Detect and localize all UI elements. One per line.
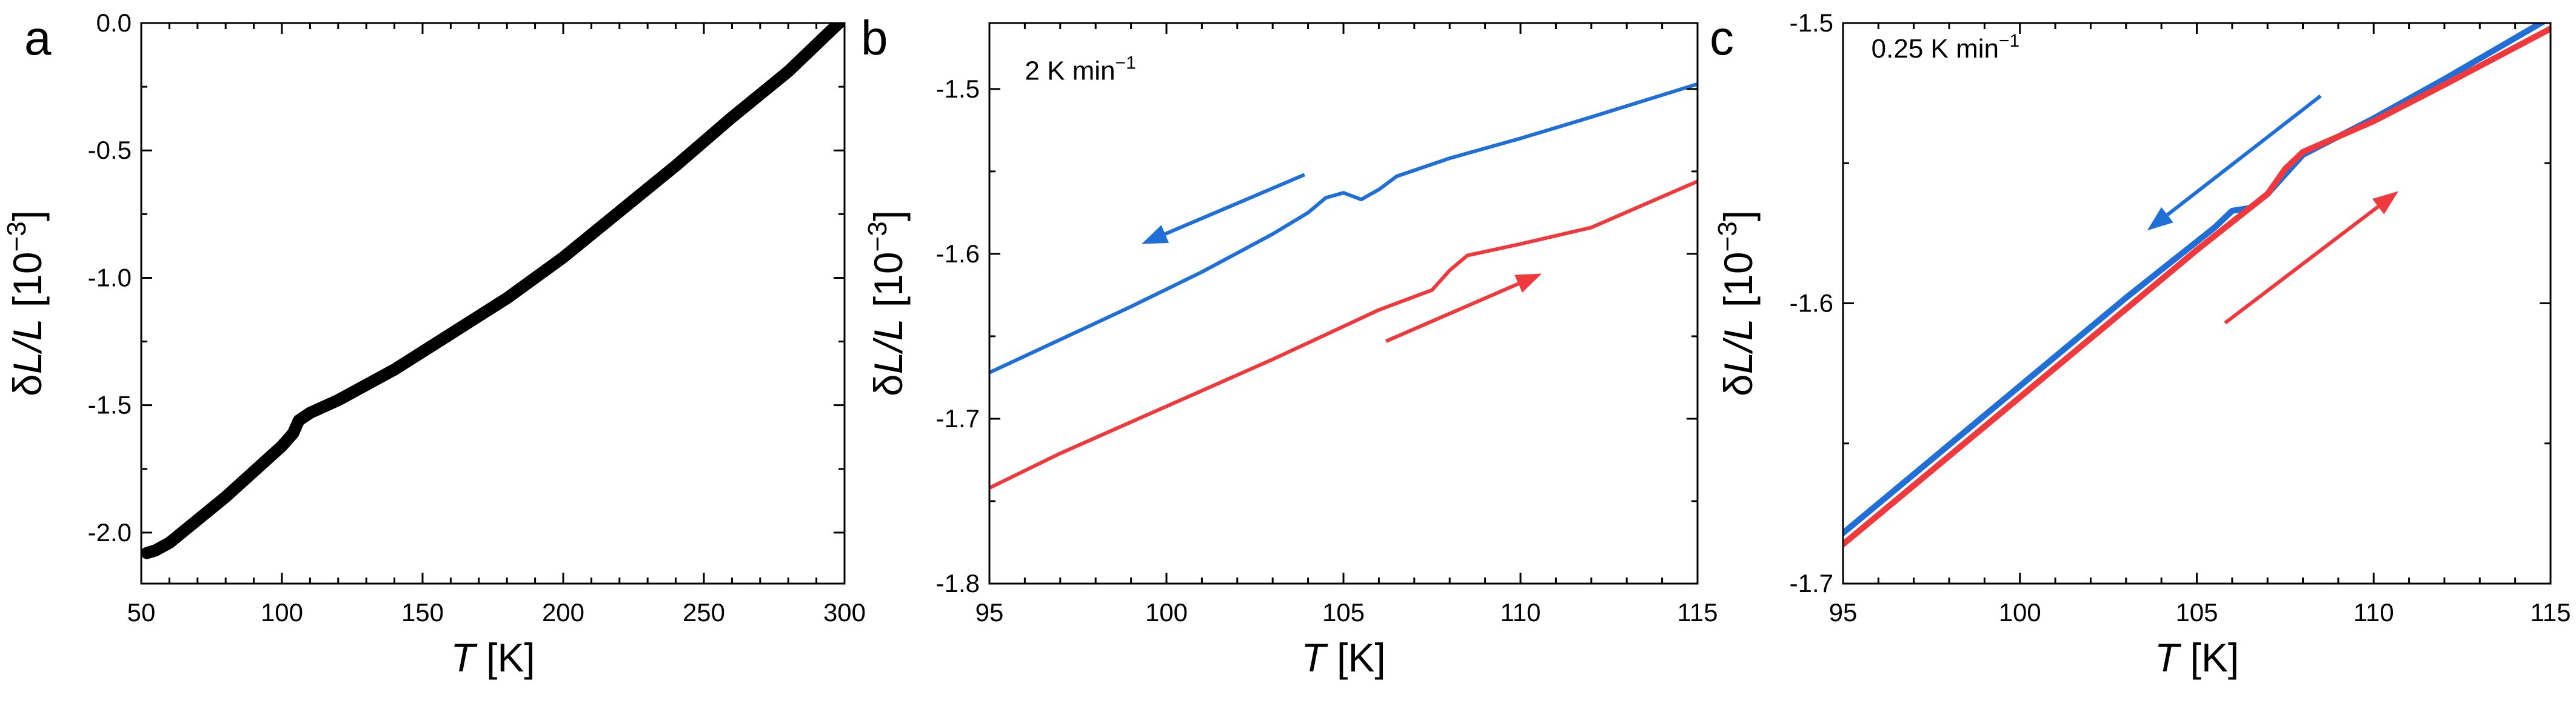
x-axis-symbol: T — [1301, 635, 1328, 680]
y-axis-exponent: −3 — [2, 221, 32, 251]
x-tick-label: 105 — [2175, 598, 2218, 627]
x-axis-symbol: T — [2155, 635, 2182, 680]
x-tick-label: 110 — [2354, 598, 2394, 627]
y-tick-label: -0.5 — [88, 136, 132, 164]
y-axis-unit: [10 — [866, 251, 911, 318]
rate-text: 2 K min — [1025, 56, 1115, 85]
arrow-cooling — [1142, 173, 1305, 244]
x-tick-label: 105 — [1322, 598, 1365, 627]
y-tick-label: 0.0 — [96, 8, 132, 37]
panel-c: 95 100 105 110 115-1.5-1.6-1.7T [K]δL/L [10−… — [1710, 8, 2571, 680]
x-tick-label: 150 — [401, 598, 444, 627]
x-tick-label: 250 — [683, 598, 725, 627]
y-tick-label: -1.6 — [936, 239, 980, 268]
arrow-heating — [1385, 273, 1542, 343]
x-axis-label: T [K] — [1301, 635, 1385, 680]
y-axis-delta: δ — [866, 374, 911, 396]
x-tick-label: 95 — [1829, 598, 1858, 627]
arrow-heating — [2224, 191, 2399, 325]
arrow-cooling — [2147, 94, 2322, 231]
rate-exponent: −1 — [1999, 31, 2019, 51]
y-tick-label: -1.5 — [936, 75, 980, 103]
rate-text: 0.25 K min — [1872, 34, 1999, 64]
y-tick-label: -1.5 — [1790, 8, 1833, 37]
x-axis-unit: [K] — [475, 635, 535, 680]
y-axis-close: ] — [866, 210, 911, 221]
x-axis-symbol: T — [450, 635, 478, 680]
y-axis-symbol: L/L — [866, 319, 911, 375]
y-tick-label: -1.8 — [936, 569, 980, 598]
plot-frame — [1842, 22, 2552, 585]
x-tick-label: 115 — [2531, 598, 2571, 627]
y-axis-label: δL/L [10−3] — [1713, 210, 1761, 396]
y-tick-label: -1.7 — [1790, 569, 1833, 598]
x-tick-label: 100 — [261, 598, 303, 627]
y-axis-label: δL/L [10−3] — [2, 210, 50, 396]
rate-exponent: −1 — [1116, 53, 1136, 73]
y-axis-close: ] — [1716, 210, 1761, 221]
panel-b: 95 100 105 110 115 -1.5 -1.6 -1.7 -1.8 T [K] δL/L … — [861, 11, 1718, 680]
x-axis-label: T [K] — [2155, 635, 2239, 680]
x-tick-label: 100 — [1145, 598, 1188, 627]
x-tick-label: 50 — [127, 598, 156, 627]
series-full-line — [141, 23, 845, 559]
y-axis-close: ] — [5, 210, 50, 221]
rate-annotation: 2 K min−1 — [1025, 53, 1136, 85]
y-axis-unit: [10 — [1716, 251, 1761, 318]
series-cooling-line — [989, 82, 1698, 375]
x-axis-label: T [K] — [450, 635, 535, 680]
panel-letter-a: a — [24, 11, 52, 65]
y-tick-label: -1.6 — [1790, 289, 1833, 318]
y-tick-label: -1.7 — [936, 404, 980, 433]
panel-letter-b: b — [861, 11, 888, 65]
panel-a: 50 100 150 200 250 300 0.0 -0.5 -1.0 -1.5 -2.0 T [K… — [2, 8, 866, 680]
y-axis-exponent: −3 — [1713, 221, 1742, 251]
y-axis-delta: δ — [5, 374, 50, 396]
x-tick-label: 110 — [1500, 598, 1541, 627]
y-axis-symbol: L/L — [5, 319, 50, 375]
x-axis-unit: [K] — [2179, 635, 2239, 680]
plot-frame — [140, 22, 846, 585]
y-axis-unit: [10 — [5, 251, 50, 318]
y-axis-symbol: L/L — [1716, 319, 1761, 375]
x-axis-unit: [K] — [1326, 635, 1386, 680]
y-tick-label: -1.0 — [88, 263, 132, 291]
series-heating-line — [1843, 25, 2551, 548]
y-tick-label: -2.0 — [88, 518, 132, 547]
plot-frame — [988, 22, 1699, 585]
x-tick-label: 115 — [1678, 598, 1718, 627]
y-axis-exponent: −3 — [863, 221, 892, 251]
y-axis-label: δL/L [10−3] — [863, 210, 911, 396]
panel-letter-c: c — [1710, 11, 1734, 65]
x-tick-label: 200 — [542, 598, 584, 627]
x-tick-label: 95 — [975, 598, 1004, 627]
y-tick-label: -1.5 — [88, 391, 132, 419]
rate-annotation: 0.25 K min−1 — [1872, 31, 2020, 64]
x-tick-label: 300 — [823, 598, 866, 627]
y-axis-delta: δ — [1716, 374, 1761, 396]
x-tick-label: 100 — [1999, 598, 2041, 627]
series-heating-line — [989, 179, 1698, 490]
